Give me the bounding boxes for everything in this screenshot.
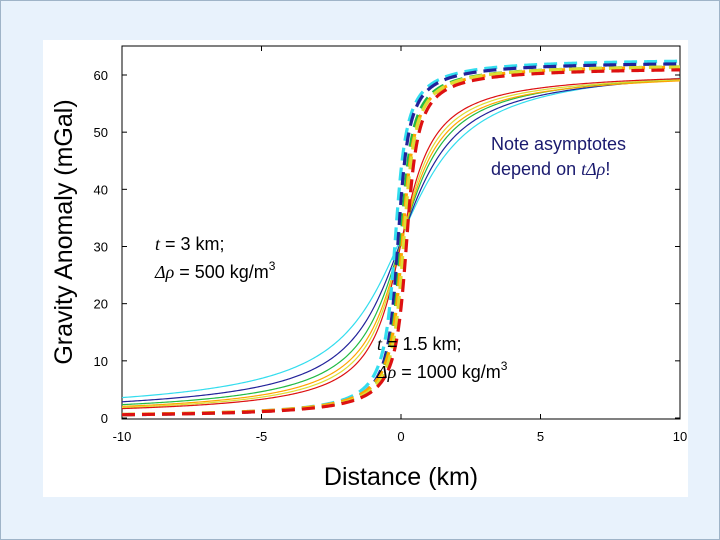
note-line-2-prefix: depend on — [491, 159, 581, 179]
data-series — [121, 59, 681, 417]
note-line-1: Note asymptotes — [491, 134, 626, 154]
y-axis-title: Gravity Anomaly (mGal) — [50, 99, 78, 364]
dashed-series-line-11 — [121, 65, 681, 417]
thick-line-2-text: = 500 kg/m — [174, 262, 269, 282]
y-tick-label: 50 — [94, 125, 108, 140]
y-tick-label: 10 — [94, 354, 108, 369]
thin-t-symbol: t — [377, 334, 383, 354]
thin-line-2-text: = 1000 kg/m — [396, 362, 501, 382]
y-tick-label: 0 — [101, 411, 108, 426]
thick-layer-annotation: t = 3 km; Δρ = 500 kg/m3 — [154, 234, 276, 282]
x-tick-label: -10 — [113, 429, 132, 444]
note-delta-rho-symbol: Δρ — [585, 159, 606, 179]
thick-superscript: 3 — [269, 259, 276, 273]
thin-superscript: 3 — [501, 359, 508, 373]
axis-tick-labels: -10 -5 0 5 10 0 10 20 30 40 50 60 — [94, 68, 688, 444]
thick-t-symbol: t — [155, 234, 161, 254]
axis-ticks — [121, 46, 681, 419]
y-tick-label: 60 — [94, 68, 108, 83]
note-line-2: depend on tΔρ! — [491, 159, 610, 179]
thin-layer-annotation: t = 1.5 km; Δρ = 1000 kg/m3 — [376, 334, 508, 382]
note-annotation: Note asymptotes depend on tΔρ! — [491, 134, 626, 179]
thin-line-1: t = 1.5 km; — [377, 334, 462, 354]
x-tick-label: 5 — [537, 429, 544, 444]
thin-delta-rho-symbol: Δρ — [376, 362, 397, 382]
note-bang: ! — [605, 159, 610, 179]
thin-line-2: Δρ = 1000 kg/m3 — [376, 359, 508, 382]
thick-line-1: t = 3 km; — [155, 234, 225, 254]
x-axis-title: Distance (km) — [324, 463, 478, 491]
dashed-series-line-8 — [121, 62, 681, 417]
dashed-series-line-7 — [121, 59, 681, 417]
thin-line-1-text: = 1.5 km; — [382, 334, 462, 354]
thick-delta-rho-symbol: Δρ — [154, 262, 175, 282]
thick-line-1-text: = 3 km; — [160, 234, 225, 254]
x-tick-label: 0 — [397, 429, 404, 444]
y-tick-label: 30 — [94, 240, 108, 255]
chart-panel — [43, 40, 688, 497]
y-tick-label: 20 — [94, 297, 108, 312]
note-t-symbol: t — [581, 159, 587, 179]
y-tick-label: 40 — [94, 182, 108, 197]
dashed-series-line-12 — [121, 68, 681, 417]
x-tick-label: -5 — [256, 429, 268, 444]
x-tick-label: 10 — [673, 429, 687, 444]
thick-line-2: Δρ = 500 kg/m3 — [154, 259, 276, 282]
